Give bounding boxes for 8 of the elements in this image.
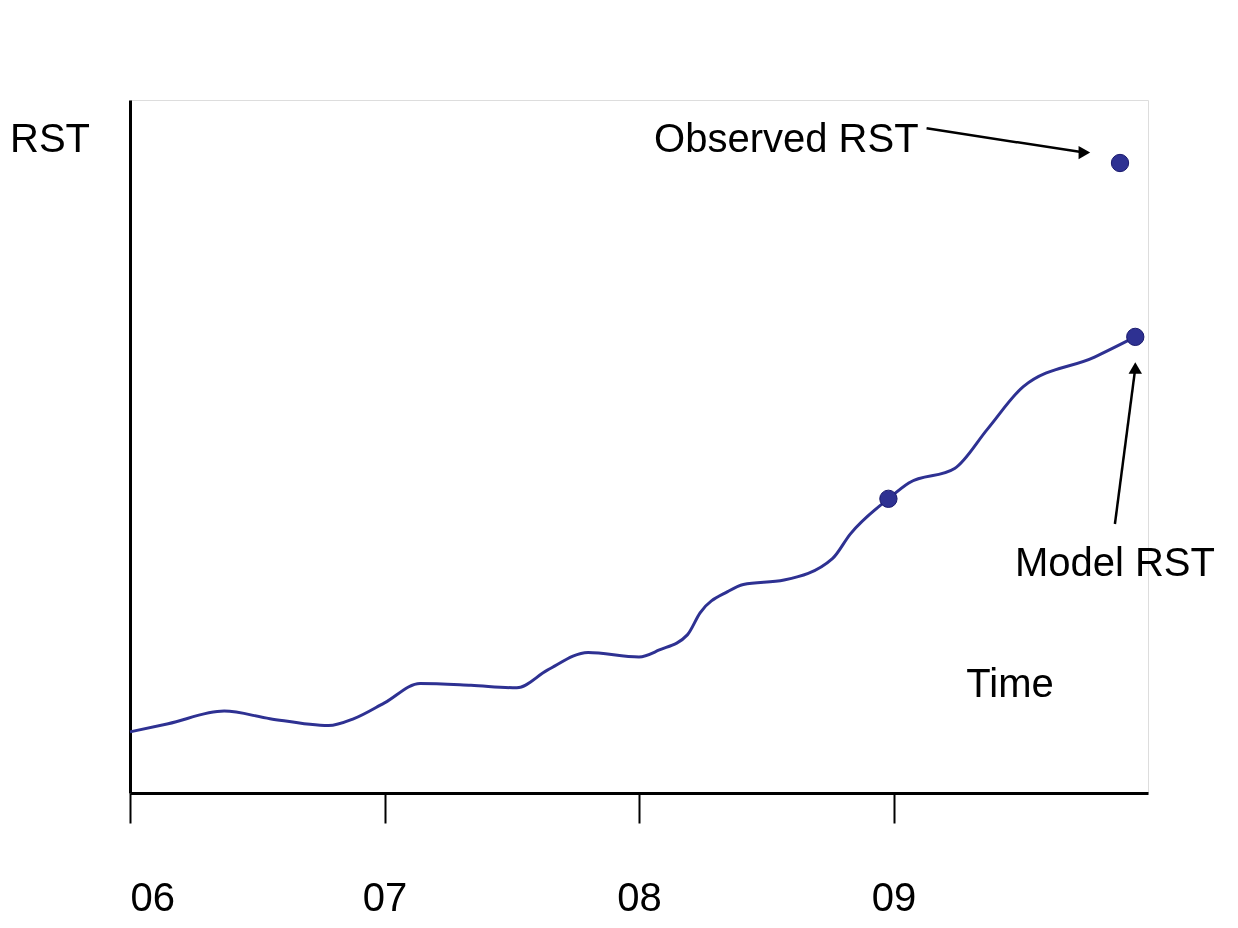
y-axis-title: RST xyxy=(10,116,90,160)
x-tick-label: 07 xyxy=(362,874,408,919)
x-tick-label: 08 xyxy=(617,874,662,919)
x-tick-label: 06 xyxy=(130,874,175,919)
x-tick-label: 09 xyxy=(871,874,917,919)
text: Observed RST xyxy=(654,116,919,161)
annotation: Model RST xyxy=(1014,539,1215,584)
x-axis-title: Time xyxy=(966,661,1054,705)
